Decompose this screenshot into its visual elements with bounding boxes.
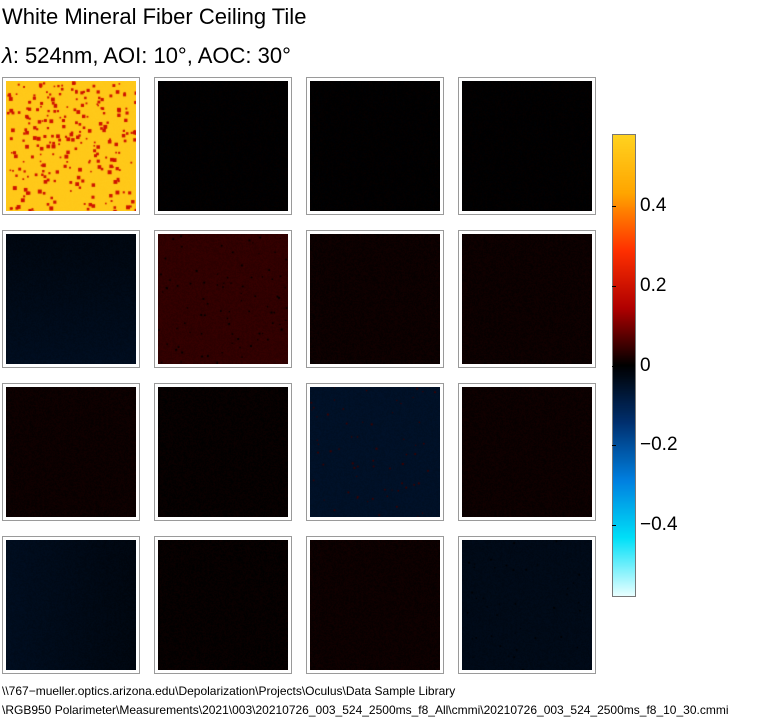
matrix-element-m12 (306, 230, 444, 368)
matrix-element-m03 (458, 77, 596, 215)
file-path-line-2: \RGB950 Polarimeter\Measurements\2021\00… (2, 703, 729, 717)
matrix-element-m10 (2, 230, 140, 368)
matrix-element-m02 (306, 77, 444, 215)
heatmap-image-m03 (462, 81, 592, 211)
colorbar-tick-label: 0.2 (640, 276, 666, 296)
heatmap-image-m21 (158, 387, 288, 517)
matrix-element-m30 (2, 536, 140, 674)
heatmap-image-m30 (6, 540, 136, 670)
mueller-matrix-grid (0, 0, 600, 680)
heatmap-image-m23 (462, 387, 592, 517)
colorbar-tick-label: 0.4 (640, 196, 666, 216)
heatmap-image-m20 (6, 387, 136, 517)
heatmap-image-m32 (310, 540, 440, 670)
heatmap-image-m02 (310, 81, 440, 211)
heatmap-image-m12 (310, 234, 440, 364)
matrix-element-m00 (2, 77, 140, 215)
file-path-line-1: \\767−mueller.optics.arizona.edu\Depolar… (2, 684, 455, 698)
heatmap-image-m10 (6, 234, 136, 364)
matrix-element-m11 (154, 230, 292, 368)
matrix-element-m33 (458, 536, 596, 674)
matrix-element-m20 (2, 383, 140, 521)
colorbar-tick-mark (612, 445, 616, 446)
matrix-element-m32 (306, 536, 444, 674)
matrix-element-m21 (154, 383, 292, 521)
heatmap-image-m31 (158, 540, 288, 670)
colorbar-tick-label: −0.2 (640, 435, 678, 455)
colorbar-tick-mark (612, 366, 616, 367)
heatmap-image-m00 (6, 81, 136, 211)
colorbar-tick-label: −0.4 (640, 515, 678, 535)
colorbar-tick-label: 0 (640, 356, 651, 376)
heatmap-image-m22 (310, 387, 440, 517)
heatmap-image-m11 (158, 234, 288, 364)
heatmap-image-m13 (462, 234, 592, 364)
matrix-element-m01 (154, 77, 292, 215)
heatmap-image-m01 (158, 81, 288, 211)
matrix-element-m31 (154, 536, 292, 674)
heatmap-image-m33 (462, 540, 592, 670)
colorbar-tick-mark (612, 525, 616, 526)
matrix-element-m13 (458, 230, 596, 368)
colorbar-tick-mark (612, 206, 616, 207)
colorbar-tick-mark (612, 286, 616, 287)
matrix-element-m22 (306, 383, 444, 521)
matrix-element-m23 (458, 383, 596, 521)
